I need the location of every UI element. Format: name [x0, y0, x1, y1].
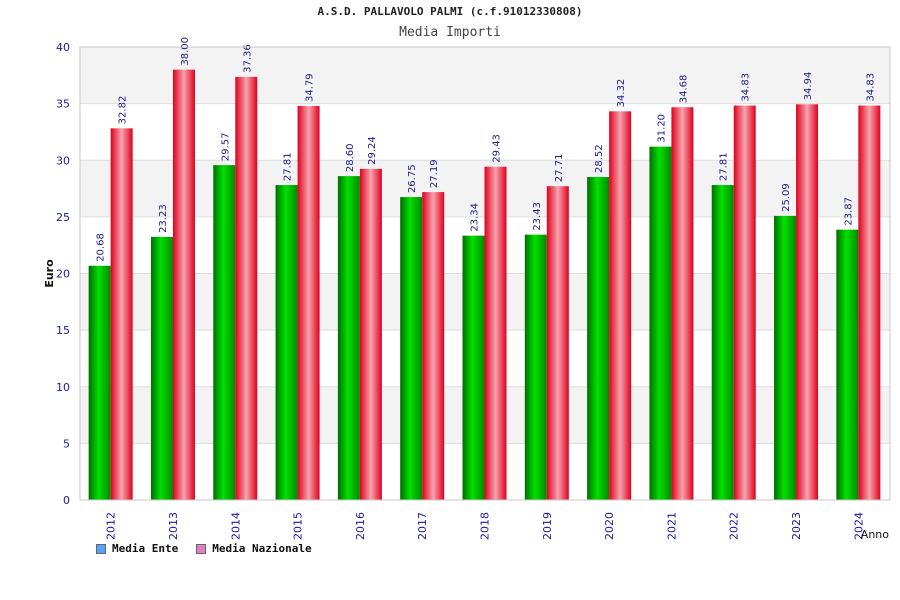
bar-nazionale-2013 [172, 69, 195, 501]
bar-nazionale-2012 [110, 128, 133, 500]
x-tick-label-2013: 2013 [167, 512, 180, 540]
value-label-nazionale-2021: 34.68 [678, 75, 689, 104]
y-tick-label: 40 [56, 41, 70, 54]
bar-ente-2023 [774, 215, 797, 500]
value-label-ente-2022: 27.81 [719, 152, 730, 181]
bar-nazionale-2016 [359, 168, 382, 500]
x-tick-label-2016: 2016 [354, 512, 367, 540]
bar-ente-2022 [711, 185, 734, 500]
y-tick-label: 10 [56, 381, 70, 394]
value-label-ente-2014: 29.57 [220, 132, 231, 161]
legend: Media Ente Media Nazionale [96, 542, 312, 555]
x-tick-label-2017: 2017 [416, 512, 429, 540]
value-label-ente-2015: 27.81 [283, 152, 294, 181]
x-tick-label-2012: 2012 [105, 512, 118, 540]
x-tick-label-2015: 2015 [292, 512, 305, 540]
x-tick-label-2021: 2021 [665, 512, 678, 540]
bar-ente-2018 [462, 235, 485, 500]
value-label-nazionale-2023: 34.94 [803, 72, 814, 101]
value-label-nazionale-2013: 38.00 [180, 37, 191, 66]
value-label-ente-2021: 31.20 [656, 114, 667, 143]
legend-swatch-nazionale [196, 543, 207, 554]
y-tick-label: 0 [63, 494, 70, 507]
y-tick-label: 30 [56, 154, 70, 167]
x-tick-label-2020: 2020 [603, 512, 616, 540]
value-label-ente-2017: 26.75 [407, 164, 418, 193]
bar-ente-2019 [524, 234, 547, 500]
value-label-ente-2018: 23.34 [470, 203, 481, 232]
legend-swatch-ente [96, 543, 106, 554]
x-tick-label-2019: 2019 [541, 512, 554, 540]
bar-nazionale-2019 [546, 186, 569, 500]
bar-ente-2017 [400, 197, 423, 500]
legend-item-ente: Media Ente [96, 542, 178, 555]
value-label-nazionale-2016: 29.24 [367, 136, 378, 165]
bar-nazionale-2014 [235, 76, 258, 500]
bar-nazionale-2022 [733, 105, 756, 501]
bar-nazionale-2020 [609, 111, 632, 501]
value-label-ente-2023: 25.09 [781, 183, 792, 212]
bar-nazionale-2024 [858, 105, 881, 501]
bar-ente-2013 [150, 236, 173, 500]
y-tick-label: 20 [56, 268, 70, 281]
bar-nazionale-2015 [297, 106, 320, 501]
value-label-ente-2020: 28.52 [594, 144, 605, 173]
value-label-nazionale-2018: 29.43 [492, 134, 503, 163]
value-label-ente-2019: 23.43 [532, 202, 543, 231]
value-label-nazionale-2017: 27.19 [429, 159, 440, 188]
legend-label-ente: Media Ente [112, 542, 179, 555]
x-tick-label-2024: 2024 [852, 512, 865, 540]
bar-nazionale-2017 [422, 192, 445, 501]
value-label-nazionale-2019: 27.71 [554, 154, 565, 183]
value-label-ente-2016: 28.60 [345, 143, 356, 172]
bar-nazionale-2023 [796, 104, 819, 500]
value-label-nazionale-2020: 34.32 [616, 79, 627, 108]
value-label-nazionale-2022: 34.83 [741, 73, 752, 102]
y-tick-label: 5 [63, 437, 70, 450]
bar-ente-2016 [337, 176, 360, 501]
value-label-nazionale-2015: 34.79 [305, 73, 316, 102]
bar-nazionale-2018 [484, 166, 507, 500]
y-axis-title: Euro [43, 259, 56, 288]
value-label-nazionale-2024: 34.83 [865, 73, 876, 102]
bar-ente-2014 [213, 165, 236, 500]
bar-ente-2020 [587, 177, 610, 501]
value-label-nazionale-2014: 37.36 [242, 44, 253, 73]
value-label-nazionale-2012: 32.82 [118, 96, 129, 125]
bar-nazionale-2021 [671, 107, 694, 501]
value-label-ente-2024: 23.87 [843, 197, 854, 226]
legend-label-nazionale: Media Nazionale [212, 542, 312, 555]
x-tick-label-2023: 2023 [790, 512, 803, 540]
y-tick-label: 15 [56, 324, 70, 337]
chart-subtitle: Media Importi [399, 25, 501, 40]
x-tick-label-2018: 2018 [479, 512, 492, 540]
x-axis-title: Anno [861, 528, 889, 541]
bar-ente-2012 [88, 265, 111, 500]
chart-title: A.S.D. PALLAVOLO PALMI (c.f.91012330808) [317, 5, 583, 18]
bar-ente-2024 [836, 229, 859, 501]
grid-band [80, 47, 890, 104]
bar-ente-2021 [649, 146, 672, 500]
x-tick-label-2014: 2014 [229, 512, 242, 540]
plot-border [79, 46, 891, 501]
value-label-ente-2012: 20.68 [96, 233, 107, 262]
y-tick-label: 35 [56, 98, 70, 111]
legend-item-nazionale: Media Nazionale [196, 542, 312, 555]
x-tick-label-2022: 2022 [728, 512, 741, 540]
y-tick-label: 25 [56, 211, 70, 224]
bar-ente-2015 [275, 185, 298, 500]
value-label-ente-2013: 23.23 [158, 204, 169, 233]
